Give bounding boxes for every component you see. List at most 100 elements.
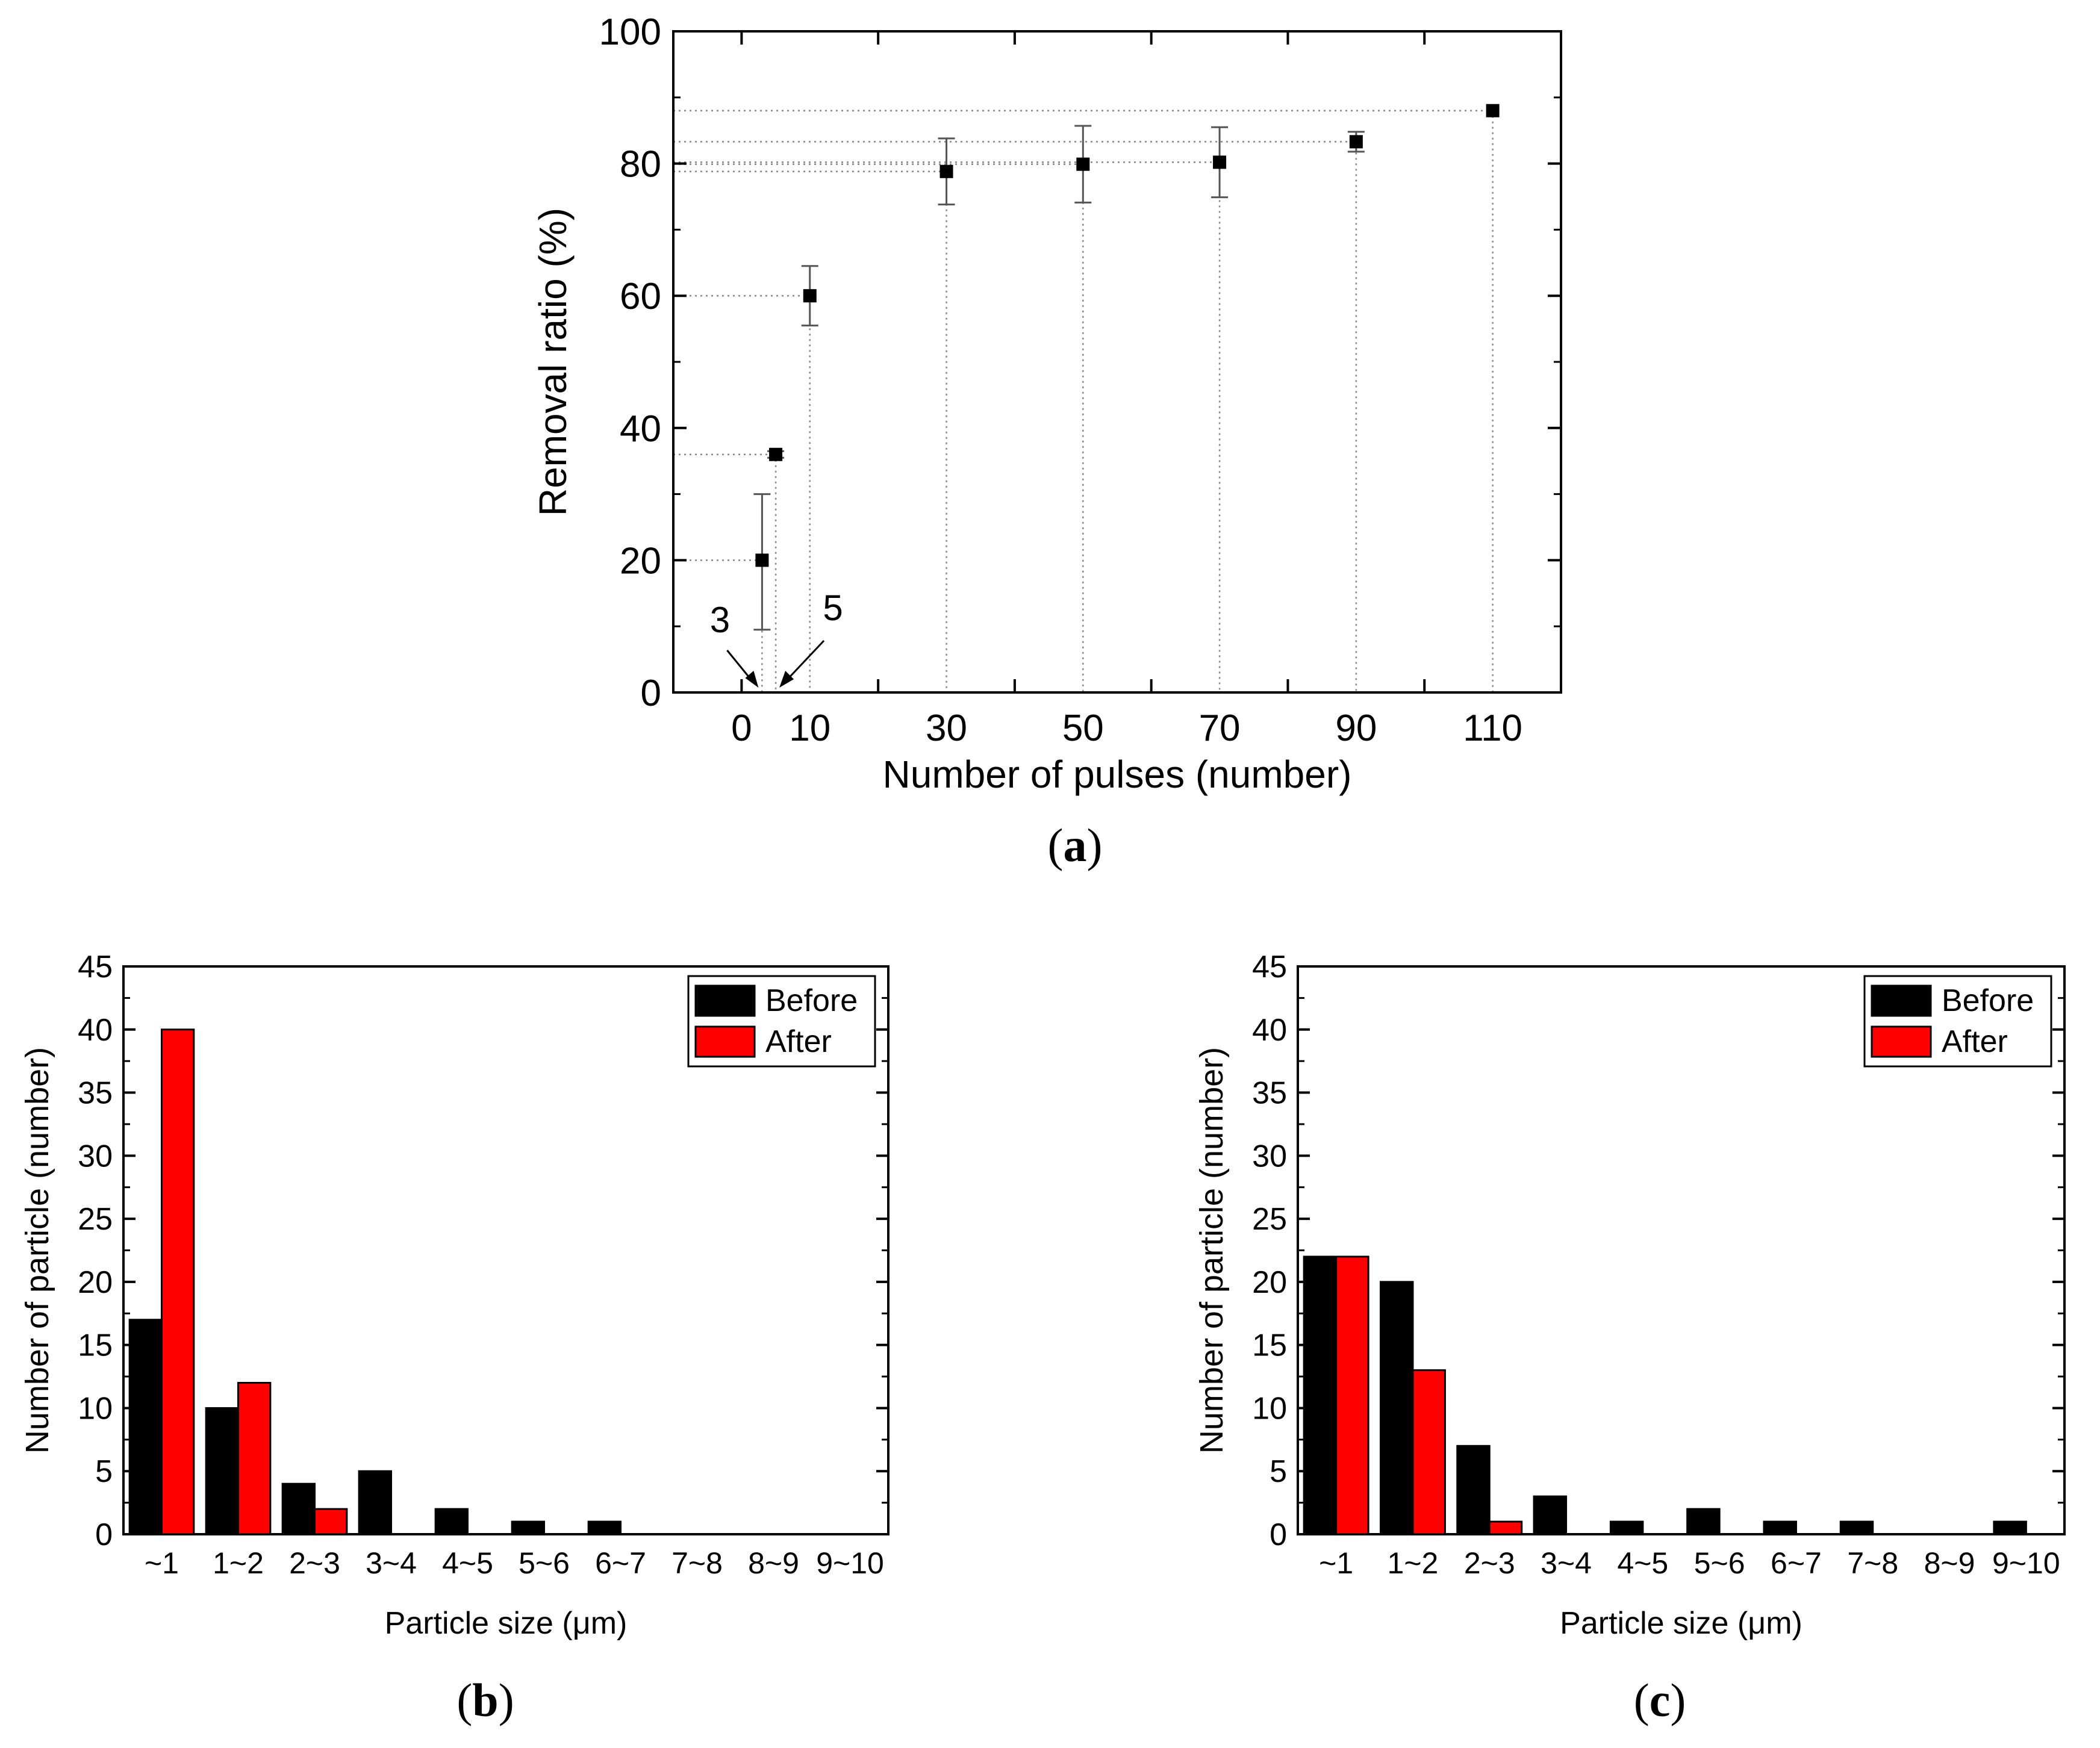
data-point	[1213, 155, 1227, 169]
y-tick-label: 0	[95, 1517, 113, 1552]
legend-label-before: Before	[765, 983, 858, 1018]
bar-before	[1839, 1520, 1874, 1535]
bar-before	[205, 1407, 240, 1535]
y-tick-label: 100	[599, 11, 661, 53]
x-tick-label: 7~8	[1847, 1546, 1898, 1580]
y-tick-label: 15	[1252, 1328, 1287, 1363]
x-tick-label: 70	[1199, 708, 1241, 749]
data-point	[1349, 135, 1363, 149]
bar-after	[161, 1028, 195, 1535]
x-tick-label: 1~2	[1388, 1546, 1439, 1580]
y-tick-label: 60	[620, 276, 661, 317]
panel-label: (a)	[1048, 819, 1103, 871]
data-point	[755, 553, 769, 567]
y-axis-title: Number of particle (number)	[1194, 1047, 1230, 1454]
y-tick-label: 35	[78, 1076, 113, 1111]
y-tick-label: 20	[620, 540, 661, 582]
x-tick-label: 4~5	[1617, 1546, 1668, 1580]
legend-swatch-before	[1871, 984, 1932, 1017]
bar-after	[314, 1508, 348, 1535]
y-tick-label: 25	[1252, 1202, 1287, 1237]
bar-before	[1686, 1508, 1721, 1535]
x-axis-title: Particle size (μm)	[1560, 1606, 1802, 1641]
annotation-label: 5	[823, 588, 843, 628]
x-axis-title: Particle size (μm)	[385, 1606, 628, 1641]
x-tick-label: 0	[731, 708, 752, 749]
x-tick-label: 10	[789, 708, 830, 749]
x-tick-label: 50	[1062, 708, 1104, 749]
panel-label: (c)	[1634, 1674, 1686, 1726]
y-tick-label: 30	[1252, 1139, 1287, 1174]
annotation-label: 3	[710, 600, 730, 640]
legend-swatch-after	[1871, 1025, 1932, 1058]
x-tick-label: 30	[926, 708, 967, 749]
y-tick-label: 45	[1252, 950, 1287, 984]
x-tick-label: 3~4	[366, 1546, 417, 1580]
data-point	[769, 447, 783, 461]
data-point	[1486, 104, 1500, 117]
bar-before	[1303, 1255, 1338, 1535]
y-axis-title: Removal ratio (%)	[531, 208, 575, 516]
bar-before	[511, 1520, 545, 1535]
annotation-arrow	[783, 639, 825, 684]
bar-before	[1763, 1520, 1797, 1535]
bar-before	[1533, 1495, 1568, 1535]
y-tick-label: 40	[1252, 1013, 1287, 1048]
y-tick-label: 5	[1270, 1454, 1287, 1489]
y-tick-label: 40	[620, 408, 661, 450]
x-tick-label: 9~10	[816, 1546, 884, 1580]
bar-before	[1993, 1520, 2027, 1535]
y-tick-label: 10	[78, 1391, 113, 1426]
x-tick-label: 1~2	[213, 1546, 264, 1580]
x-tick-label: 2~3	[289, 1546, 340, 1580]
x-tick-label: 8~9	[1924, 1546, 1975, 1580]
x-tick-label: 9~10	[1992, 1546, 2060, 1580]
y-tick-label: 80	[620, 144, 661, 185]
x-tick-label: 2~3	[1464, 1546, 1515, 1580]
x-tick-label: 8~9	[748, 1546, 799, 1580]
bar-before	[587, 1520, 622, 1535]
panel-label-letter: c	[1650, 1674, 1671, 1726]
bar-after	[1488, 1520, 1523, 1535]
y-tick-label: 20	[78, 1265, 113, 1300]
x-tick-label: 110	[1463, 708, 1522, 749]
panel-label-letter: b	[472, 1674, 498, 1726]
bar-before	[1379, 1281, 1414, 1535]
bar-after	[237, 1382, 272, 1535]
x-tick-label: 7~8	[671, 1546, 723, 1580]
annotation-arrowhead	[745, 671, 759, 688]
y-tick-label: 35	[1252, 1076, 1287, 1111]
panel-a-scatter-chart: 0 20 40 60 80 100 0 10 30 50 70 90 110 3 5 Number of pu…	[531, 11, 1562, 871]
annotation-arrowhead	[779, 671, 794, 688]
bar-before	[128, 1319, 163, 1535]
panel-label-letter: a	[1064, 819, 1087, 871]
legend-label-after: After	[1942, 1024, 2008, 1059]
y-tick-label: 15	[78, 1328, 113, 1363]
data-point	[803, 289, 817, 303]
bar-before	[1609, 1520, 1644, 1535]
y-tick-label: 40	[78, 1013, 113, 1048]
legend-swatch-before	[694, 984, 756, 1017]
y-tick-label: 0	[641, 673, 661, 714]
bar-before	[434, 1508, 469, 1535]
x-tick-label: 5~6	[519, 1546, 570, 1580]
x-tick-label: ~1	[145, 1546, 179, 1580]
panel-b-bar-chart: 0 5 10 15 20 25 30 35 40 45 ~1 1~2 2~3 3~4 4~5 5~6 6~7 7~…	[19, 950, 890, 1726]
y-tick-label: 0	[1270, 1517, 1287, 1552]
x-tick-label: 3~4	[1541, 1546, 1592, 1580]
bar-after	[1412, 1369, 1446, 1535]
y-tick-label: 45	[78, 950, 113, 984]
legend-label-before: Before	[1942, 983, 2034, 1018]
y-tick-label: 25	[78, 1202, 113, 1237]
bar-before	[1456, 1445, 1491, 1535]
bar-after	[1335, 1255, 1369, 1535]
y-tick-label: 5	[95, 1454, 113, 1489]
y-tick-label: 30	[78, 1139, 113, 1174]
panel-label: (b)	[456, 1674, 514, 1726]
bar-before	[358, 1470, 392, 1535]
data-point	[939, 164, 953, 178]
x-tick-label: 5~6	[1694, 1546, 1745, 1580]
x-tick-label: ~1	[1319, 1546, 1353, 1580]
panel-c-bar-chart: 0 5 10 15 20 25 30 35 40 45 ~1 1~2 2~3 3~4 4~5 5~6 6~7 7~…	[1194, 950, 2066, 1726]
